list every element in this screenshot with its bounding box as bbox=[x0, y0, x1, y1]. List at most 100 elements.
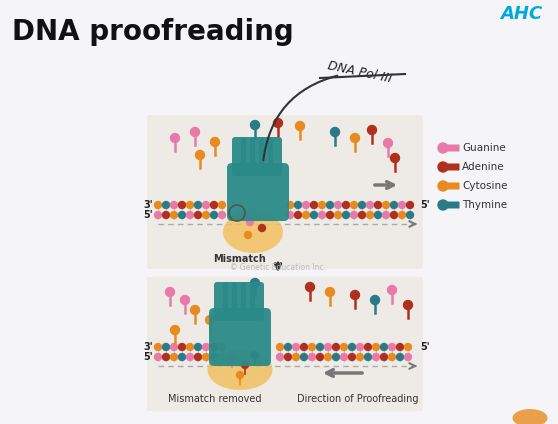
Circle shape bbox=[244, 232, 252, 238]
Text: Guanine: Guanine bbox=[462, 143, 506, 153]
FancyBboxPatch shape bbox=[445, 182, 459, 190]
FancyBboxPatch shape bbox=[241, 137, 255, 176]
Circle shape bbox=[171, 354, 177, 360]
FancyBboxPatch shape bbox=[232, 137, 246, 176]
Circle shape bbox=[171, 201, 177, 209]
Circle shape bbox=[397, 354, 403, 360]
Circle shape bbox=[292, 343, 300, 351]
Circle shape bbox=[171, 212, 177, 218]
Circle shape bbox=[350, 290, 359, 299]
Circle shape bbox=[391, 153, 400, 162]
FancyBboxPatch shape bbox=[250, 137, 264, 176]
Circle shape bbox=[286, 201, 294, 209]
Circle shape bbox=[364, 354, 372, 360]
Circle shape bbox=[155, 212, 161, 218]
Circle shape bbox=[357, 343, 363, 351]
Circle shape bbox=[333, 354, 339, 360]
Circle shape bbox=[343, 201, 349, 209]
Circle shape bbox=[186, 354, 194, 360]
Text: 3': 3' bbox=[143, 342, 153, 352]
Circle shape bbox=[186, 201, 194, 209]
Circle shape bbox=[319, 212, 325, 218]
Text: 5': 5' bbox=[420, 342, 430, 352]
FancyBboxPatch shape bbox=[214, 282, 228, 321]
Circle shape bbox=[350, 134, 359, 142]
Circle shape bbox=[367, 212, 373, 218]
Circle shape bbox=[340, 354, 348, 360]
FancyBboxPatch shape bbox=[147, 277, 423, 411]
Circle shape bbox=[357, 354, 363, 360]
Circle shape bbox=[326, 201, 334, 209]
Circle shape bbox=[219, 212, 225, 218]
Circle shape bbox=[397, 343, 403, 351]
Circle shape bbox=[171, 343, 177, 351]
Circle shape bbox=[391, 201, 397, 209]
Circle shape bbox=[301, 343, 307, 351]
FancyBboxPatch shape bbox=[227, 163, 289, 221]
Circle shape bbox=[252, 351, 258, 359]
FancyBboxPatch shape bbox=[223, 282, 237, 321]
Circle shape bbox=[403, 301, 412, 310]
FancyBboxPatch shape bbox=[232, 282, 246, 321]
Circle shape bbox=[179, 343, 185, 351]
Circle shape bbox=[155, 354, 161, 360]
Circle shape bbox=[388, 343, 396, 351]
Circle shape bbox=[228, 354, 235, 362]
Circle shape bbox=[277, 343, 283, 351]
Circle shape bbox=[368, 126, 377, 134]
Circle shape bbox=[381, 354, 387, 360]
Text: © Genetic Education Inc.: © Genetic Education Inc. bbox=[230, 263, 326, 273]
Circle shape bbox=[237, 371, 243, 379]
Text: Thymine: Thymine bbox=[462, 200, 507, 210]
Ellipse shape bbox=[512, 409, 547, 424]
Circle shape bbox=[273, 118, 282, 128]
Circle shape bbox=[190, 128, 200, 137]
Text: Mismatch: Mismatch bbox=[213, 254, 266, 264]
Text: DNA proofreading: DNA proofreading bbox=[12, 18, 294, 46]
Circle shape bbox=[219, 354, 225, 360]
Text: Mismatch removed: Mismatch removed bbox=[169, 394, 262, 404]
Circle shape bbox=[309, 343, 315, 351]
Circle shape bbox=[334, 212, 341, 218]
Circle shape bbox=[343, 212, 349, 218]
Circle shape bbox=[330, 128, 339, 137]
Circle shape bbox=[203, 201, 209, 209]
Circle shape bbox=[155, 201, 161, 209]
Circle shape bbox=[382, 201, 389, 209]
Text: 5': 5' bbox=[420, 200, 430, 210]
FancyBboxPatch shape bbox=[250, 282, 264, 321]
Circle shape bbox=[295, 212, 301, 218]
Circle shape bbox=[195, 343, 201, 351]
FancyBboxPatch shape bbox=[241, 282, 255, 321]
Ellipse shape bbox=[223, 211, 283, 253]
Circle shape bbox=[277, 354, 283, 360]
FancyBboxPatch shape bbox=[445, 145, 459, 151]
Circle shape bbox=[325, 354, 331, 360]
Circle shape bbox=[179, 201, 185, 209]
Circle shape bbox=[203, 354, 209, 360]
Text: Direction of Proofreading: Direction of Proofreading bbox=[297, 394, 418, 404]
Circle shape bbox=[190, 306, 200, 315]
Circle shape bbox=[210, 137, 219, 147]
Circle shape bbox=[405, 343, 411, 351]
Circle shape bbox=[219, 201, 225, 209]
Circle shape bbox=[438, 200, 448, 210]
FancyBboxPatch shape bbox=[445, 201, 459, 209]
Circle shape bbox=[373, 343, 379, 351]
Circle shape bbox=[195, 201, 201, 209]
FancyBboxPatch shape bbox=[445, 164, 459, 170]
Circle shape bbox=[219, 343, 225, 351]
Circle shape bbox=[162, 343, 170, 351]
Circle shape bbox=[162, 201, 170, 209]
Circle shape bbox=[162, 212, 170, 218]
Circle shape bbox=[286, 212, 294, 218]
Circle shape bbox=[301, 354, 307, 360]
Circle shape bbox=[251, 279, 259, 287]
Circle shape bbox=[382, 212, 389, 218]
Circle shape bbox=[388, 354, 396, 360]
Circle shape bbox=[391, 212, 397, 218]
Circle shape bbox=[334, 201, 341, 209]
Circle shape bbox=[251, 120, 259, 129]
Circle shape bbox=[310, 212, 318, 218]
Circle shape bbox=[381, 343, 387, 351]
